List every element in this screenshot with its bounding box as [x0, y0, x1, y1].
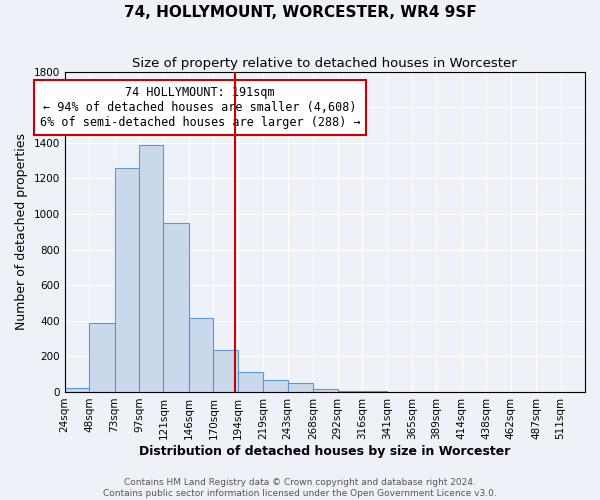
Bar	[287, 383, 313, 392]
Text: 74, HOLLYMOUNT, WORCESTER, WR4 9SF: 74, HOLLYMOUNT, WORCESTER, WR4 9SF	[124, 5, 476, 20]
Text: Contains HM Land Registry data © Crown copyright and database right 2024.
Contai: Contains HM Land Registry data © Crown c…	[103, 478, 497, 498]
Bar	[238, 372, 263, 392]
Bar	[313, 390, 338, 392]
Bar	[338, 391, 362, 392]
Y-axis label: Number of detached properties: Number of detached properties	[15, 134, 28, 330]
Text: 74 HOLLYMOUNT: 191sqm
← 94% of detached houses are smaller (4,608)
6% of semi-de: 74 HOLLYMOUNT: 191sqm ← 94% of detached …	[40, 86, 360, 129]
Bar	[89, 322, 115, 392]
Title: Size of property relative to detached houses in Worcester: Size of property relative to detached ho…	[133, 58, 517, 70]
X-axis label: Distribution of detached houses by size in Worcester: Distribution of detached houses by size …	[139, 444, 511, 458]
Bar	[115, 168, 139, 392]
Bar	[189, 318, 214, 392]
Bar	[214, 350, 238, 392]
Bar	[65, 388, 89, 392]
Bar	[263, 380, 287, 392]
Bar	[139, 144, 163, 392]
Bar	[163, 223, 189, 392]
